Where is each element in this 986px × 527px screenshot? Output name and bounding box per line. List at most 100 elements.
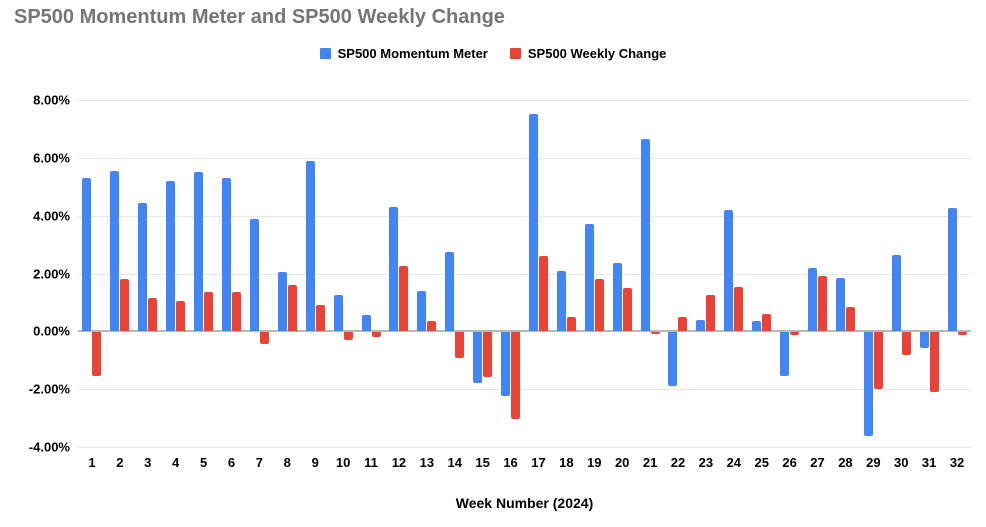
bar-weekly-change-week-8[interactable] [287, 285, 297, 332]
x-tick-label-week-3: 3 [144, 455, 152, 470]
x-tick-label-week-18: 18 [559, 455, 574, 470]
gridline [78, 157, 971, 159]
bar-weekly-change-week-29[interactable] [873, 332, 883, 389]
x-tick-label-week-27: 27 [810, 455, 825, 470]
bar-weekly-change-week-4[interactable] [176, 300, 186, 332]
y-tick-label: -2.00% [28, 381, 70, 397]
y-tick-label: 2.00% [33, 266, 70, 281]
x-tick-label-week-4: 4 [172, 455, 180, 470]
bar-momentum-meter-week-21[interactable] [640, 139, 650, 332]
bar-momentum-meter-week-13[interactable] [417, 290, 427, 332]
bar-weekly-change-week-31[interactable] [929, 332, 939, 392]
bar-momentum-meter-week-27[interactable] [808, 267, 818, 332]
x-tick-label-week-15: 15 [475, 455, 490, 470]
x-tick-label-week-28: 28 [838, 455, 853, 470]
x-tick-label-week-23: 23 [698, 455, 714, 470]
bar-momentum-meter-week-11[interactable] [361, 315, 371, 332]
y-tick-label: 4.00% [33, 208, 70, 224]
bar-weekly-change-week-21[interactable] [650, 332, 660, 334]
legend-item-momentum-meter[interactable]: SP500 Momentum Meter [319, 46, 488, 61]
bar-weekly-change-week-25[interactable] [762, 313, 772, 332]
x-tick-label-week-30: 30 [894, 455, 909, 470]
bar-weekly-change-week-2[interactable] [120, 279, 130, 332]
x-tick-label-week-9: 9 [311, 455, 319, 470]
bar-weekly-change-week-15[interactable] [483, 332, 493, 378]
bar-weekly-change-week-7[interactable] [259, 332, 269, 344]
bar-momentum-meter-week-28[interactable] [835, 277, 845, 332]
plot-area: 8.00% 6.00% 4.00% 2.00% 0.00% -2.00% -4.00% 1 2 3… [29, 93, 971, 470]
bar-momentum-meter-week-32[interactable] [947, 208, 957, 332]
bar-weekly-change-week-24[interactable] [734, 286, 744, 332]
x-tick-label-week-24: 24 [726, 455, 742, 470]
x-tick-label-week-21: 21 [642, 455, 658, 470]
bar-momentum-meter-week-25[interactable] [752, 321, 762, 332]
bar-momentum-meter-week-31[interactable] [919, 332, 929, 349]
bar-weekly-change-week-23[interactable] [706, 295, 716, 332]
legend: SP500 Momentum Meter SP500 Weekly Change [0, 46, 986, 61]
bar-weekly-change-week-18[interactable] [566, 316, 576, 332]
bar-momentum-meter-week-3[interactable] [138, 202, 148, 332]
bar-momentum-meter-week-16[interactable] [501, 332, 511, 396]
bar-weekly-change-week-32[interactable] [957, 332, 967, 336]
bar-momentum-meter-week-30[interactable] [891, 254, 901, 332]
x-tick-label-week-22: 22 [670, 455, 686, 470]
x-tick-label-week-6: 6 [227, 455, 236, 470]
bar-momentum-meter-week-12[interactable] [389, 206, 399, 332]
bar-weekly-change-week-13[interactable] [427, 321, 437, 332]
x-tick-label-week-2: 2 [116, 455, 124, 470]
bar-momentum-meter-week-22[interactable] [668, 332, 678, 386]
bar-weekly-change-week-22[interactable] [678, 316, 688, 332]
bar-momentum-meter-week-19[interactable] [584, 224, 594, 332]
bar-weekly-change-week-12[interactable] [399, 266, 409, 332]
bar-momentum-meter-week-14[interactable] [445, 251, 455, 332]
bar-momentum-meter-week-7[interactable] [249, 218, 259, 332]
x-tick-label-week-17: 17 [531, 455, 546, 470]
bar-momentum-meter-week-26[interactable] [780, 332, 790, 376]
bar-weekly-change-week-30[interactable] [901, 332, 911, 356]
bar-momentum-meter-week-9[interactable] [305, 160, 315, 332]
y-tick-label: -4.00% [28, 439, 70, 455]
x-tick-label-week-5: 5 [199, 455, 208, 470]
bar-momentum-meter-week-17[interactable] [528, 114, 538, 332]
bar-weekly-change-week-26[interactable] [790, 332, 800, 336]
x-tick-label-week-11: 11 [364, 455, 378, 470]
bar-weekly-change-week-1[interactable] [92, 332, 102, 376]
x-tick-label-week-26: 26 [782, 455, 797, 470]
bar-weekly-change-week-28[interactable] [845, 306, 855, 332]
bar-momentum-meter-week-6[interactable] [221, 178, 231, 332]
legend-swatch-momentum-icon [319, 48, 331, 59]
bar-momentum-meter-week-29[interactable] [863, 332, 873, 437]
bar-weekly-change-week-11[interactable] [371, 332, 381, 337]
bar-momentum-meter-week-8[interactable] [277, 272, 287, 332]
gridline [78, 215, 971, 217]
bar-momentum-meter-week-20[interactable] [612, 263, 622, 332]
bar-momentum-meter-week-2[interactable] [110, 170, 120, 332]
bar-weekly-change-week-19[interactable] [594, 279, 604, 332]
bar-momentum-meter-week-18[interactable] [556, 270, 566, 332]
x-axis-title: Week Number (2024) [455, 495, 594, 511]
bar-weekly-change-week-20[interactable] [622, 287, 632, 332]
bar-momentum-meter-week-23[interactable] [696, 319, 706, 332]
bar-weekly-change-week-5[interactable] [204, 292, 214, 332]
legend-label-weekly-change: SP500 Weekly Change [527, 46, 667, 61]
bar-momentum-meter-week-15[interactable] [473, 332, 483, 383]
x-tick-label-week-7: 7 [255, 455, 264, 470]
bar-weekly-change-week-17[interactable] [538, 256, 548, 332]
bar-momentum-meter-week-24[interactable] [724, 209, 734, 332]
bar-weekly-change-week-14[interactable] [455, 332, 465, 359]
x-tick-label-week-16: 16 [503, 455, 518, 470]
bar-weekly-change-week-6[interactable] [231, 292, 241, 332]
bar-weekly-change-week-3[interactable] [148, 298, 158, 332]
x-tick-label-week-13: 13 [419, 455, 435, 470]
bar-momentum-meter-week-5[interactable] [194, 172, 204, 332]
bar-momentum-meter-week-10[interactable] [333, 295, 343, 332]
bar-weekly-change-week-10[interactable] [343, 332, 353, 340]
bar-weekly-change-week-9[interactable] [315, 305, 325, 332]
legend-item-weekly-change[interactable]: SP500 Weekly Change [509, 46, 667, 61]
x-tick-label-week-20: 20 [614, 455, 630, 470]
bar-weekly-change-week-16[interactable] [511, 332, 521, 420]
bar-momentum-meter-week-4[interactable] [166, 180, 176, 332]
bar-momentum-meter-week-1[interactable] [82, 178, 92, 332]
bar-weekly-change-week-27[interactable] [818, 276, 828, 332]
